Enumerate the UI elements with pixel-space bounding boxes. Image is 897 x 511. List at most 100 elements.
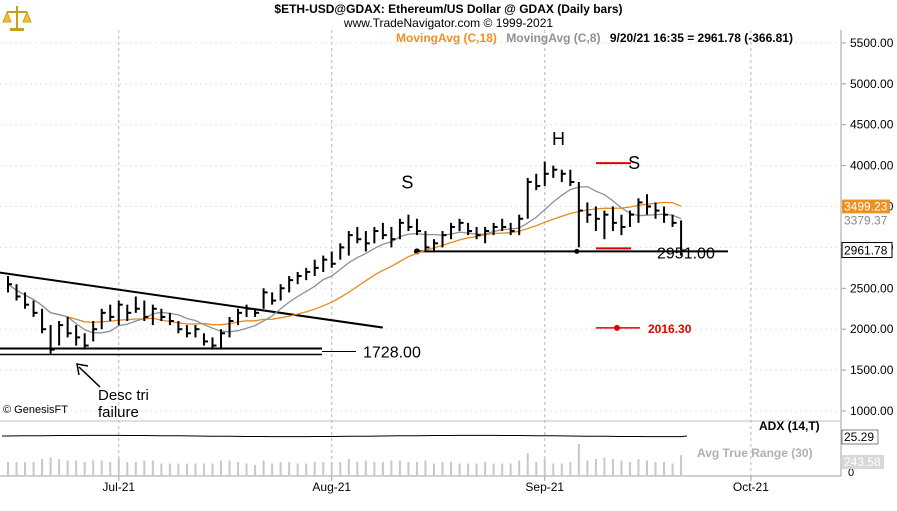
price-bar [603, 210, 609, 240]
price-bar [458, 218, 464, 232]
price-bar [356, 226, 362, 244]
adx-label: ADX (14,T) [759, 419, 820, 433]
annotation-text-line2: failure [98, 404, 139, 421]
price-bar [100, 308, 106, 330]
price-bar [288, 276, 294, 293]
x-tick-label: Jul-21 [102, 480, 135, 494]
ma18-line [7, 201, 682, 326]
price-bar [202, 333, 208, 346]
y-tick-label: 4000.00 [850, 159, 894, 173]
price-bar [509, 222, 515, 236]
atr-value-bg [842, 455, 884, 469]
price-bar [75, 325, 81, 346]
adx-value-bg [841, 429, 879, 445]
price-bar [492, 222, 498, 236]
price-bar [347, 231, 353, 256]
target-dot [614, 324, 620, 331]
y-tick-label: 1500.00 [850, 363, 894, 377]
price-bar [577, 181, 583, 248]
price-bar [177, 321, 183, 334]
indicator-panel: ADX (14,T) Avg True Range (30) 25.29 243.58 [2, 419, 884, 476]
price-bar [339, 243, 345, 260]
price-bar [228, 316, 234, 338]
price-bar [296, 271, 302, 285]
y-tick-label: 2500.00 [850, 281, 894, 295]
price-bar [680, 220, 686, 256]
price-bar [237, 308, 243, 326]
price-bar [441, 231, 447, 248]
legend-ma8: MovingAvg (C,8) [506, 31, 601, 45]
price-bar [151, 304, 157, 326]
ma18-value-tag: 3499.23 [844, 200, 888, 214]
price-bar [398, 218, 404, 240]
pattern-label: H [552, 129, 565, 149]
price-bar [24, 292, 30, 309]
price-bar [552, 165, 558, 178]
price-bars [7, 161, 686, 354]
legend-ma18: MovingAvg (C,18) [396, 31, 497, 45]
price-bar [313, 259, 319, 277]
price-bar [646, 194, 651, 215]
x-tick-label: Aug-21 [312, 480, 351, 494]
chart-title: $ETH-USD@GDAX: Ethereum/US Dollar @ GDAX… [274, 2, 623, 16]
adx-value: 25.29 [844, 430, 874, 444]
price-bar [637, 198, 643, 223]
price-bar [7, 276, 12, 293]
y-tick-label: 5500.00 [850, 36, 894, 50]
annotation-lines [0, 162, 728, 356]
price-bar [66, 316, 72, 338]
legend-quote: 9/20/21 16:35 = 2961.78 (-366.81) [609, 31, 793, 45]
price-bar [83, 333, 89, 350]
descending-trendline [0, 271, 384, 329]
price-bar [92, 321, 98, 342]
price-bar [49, 325, 55, 354]
price-bar [671, 214, 677, 227]
price-bar [620, 214, 626, 236]
price-bar [424, 231, 430, 252]
ma8-value-tag: 3379.37 [844, 213, 888, 227]
x-tick-labels: Jul-21 Aug-21 Sep-21 Oct-21 [102, 476, 769, 494]
adx-line [2, 434, 688, 438]
price-bar [32, 300, 38, 317]
price-bar [501, 218, 507, 232]
price-bar [586, 202, 592, 223]
price-bar [407, 214, 413, 232]
price-bar [569, 169, 575, 187]
price-bar [134, 296, 140, 313]
price-bar [560, 169, 566, 182]
price-bar [220, 329, 225, 350]
price-bar [262, 288, 268, 309]
price-bar [168, 312, 174, 326]
chart-subtitle: www.TradeNavigator.com © 1999-2021 [343, 16, 554, 30]
price-bar [663, 206, 669, 223]
price-bar [433, 239, 438, 252]
ma8-line [7, 185, 682, 334]
price-bar [450, 222, 456, 240]
price-bar [245, 304, 251, 317]
moving-averages [7, 185, 682, 334]
annotation-text-line1: Desc tri [98, 387, 149, 404]
price-bar [467, 222, 473, 236]
price-bar [484, 226, 490, 244]
last-price-tag: 2961.78 [844, 244, 888, 258]
price-bar [41, 308, 47, 334]
price-bar [364, 231, 370, 252]
price-bar [126, 304, 132, 322]
y-tick-label: 2000.00 [850, 322, 894, 336]
y-tick-label: 4500.00 [850, 118, 894, 132]
price-bar [373, 226, 379, 244]
price-bar [526, 177, 532, 219]
price-bar [322, 255, 328, 272]
ma8-value-tag-bg [842, 213, 890, 228]
y-tick-label-zero: 0 [848, 467, 854, 479]
price-bar [160, 308, 166, 322]
copyright-label: © GenesisFT [3, 404, 68, 416]
atr-value: 243.58 [844, 455, 881, 469]
pattern-label: S [401, 173, 413, 193]
neckline-touch-dot [574, 248, 580, 254]
price-bar [254, 308, 260, 317]
price-bar [611, 206, 617, 232]
price-bar [594, 206, 600, 232]
target-label: 2016.30 [648, 322, 692, 336]
